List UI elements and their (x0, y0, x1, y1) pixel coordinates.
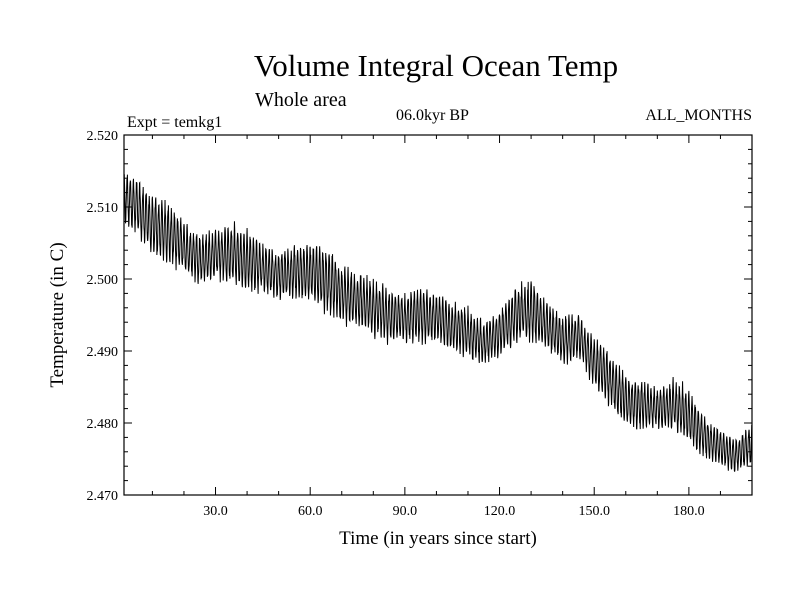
chart-title: Volume Integral Ocean Temp (254, 48, 618, 83)
y-tick-label: 2.510 (87, 201, 119, 216)
x-tick-label: 30.0 (203, 504, 228, 519)
plot-frame (123, 134, 753, 496)
y-tick-label: 2.490 (87, 345, 119, 360)
x-axis-ticks: 30.0 60.0 90.0 120.0 150.0 180.0 (151, 135, 753, 519)
months-label: ALL_MONTHS (645, 107, 752, 124)
x-axis-label: Time (in years since start) (339, 528, 537, 549)
period-label: 06.0kyr BP (396, 107, 469, 124)
chart-subtitle: Whole area (255, 89, 347, 111)
y-tick-label: 2.500 (87, 273, 119, 288)
y-axis-label: Temperature (in C) (47, 242, 68, 387)
y-tick-label: 2.520 (87, 129, 119, 144)
x-tick-label: 60.0 (298, 504, 323, 519)
x-tick-label: 90.0 (393, 504, 418, 519)
y-axis-ticks: 2.470 2.480 2.490 2.500 2.510 2.520 (87, 129, 752, 504)
x-tick-label: 120.0 (484, 504, 516, 519)
x-tick-label: 150.0 (578, 504, 610, 519)
temperature-series-line (123, 174, 753, 472)
experiment-label: Expt = temkg1 (127, 114, 222, 131)
y-tick-label: 2.480 (87, 417, 119, 432)
data-layer (123, 174, 753, 472)
x-tick-label: 180.0 (673, 504, 705, 519)
y-tick-label: 2.470 (87, 489, 119, 504)
